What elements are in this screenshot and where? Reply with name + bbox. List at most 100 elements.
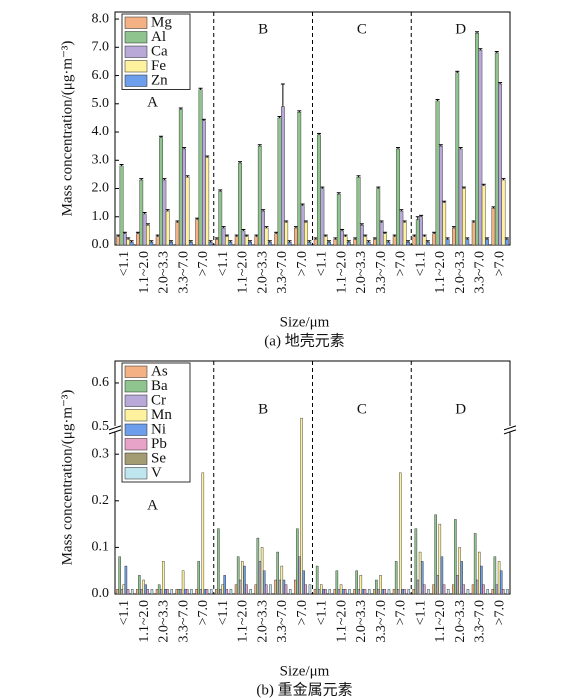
bar [361, 589, 365, 595]
bar [181, 570, 185, 595]
bar [341, 589, 345, 595]
bar [261, 210, 266, 246]
bar [264, 227, 269, 246]
x-tick-label: 3.3~7.0 [374, 600, 389, 643]
bar [439, 145, 443, 246]
x-tick-label: 2.0~3.3 [157, 600, 172, 643]
bar [165, 210, 170, 246]
x-tick-label: <1.1 [413, 600, 428, 625]
bar [473, 533, 477, 595]
group-label: D [455, 401, 466, 417]
bar [475, 579, 479, 595]
bar [256, 537, 260, 595]
x-tick-label: 3.3~7.0 [176, 251, 191, 294]
bar [432, 584, 435, 595]
y-tick-label: 7.0 [92, 40, 110, 55]
x-tick-label: 1.1~2.0 [433, 600, 448, 643]
x-tick-label: >7.0 [196, 600, 211, 625]
bar [219, 589, 222, 595]
bar [367, 589, 371, 595]
bar [244, 236, 249, 246]
bar [126, 589, 130, 595]
bar [144, 584, 147, 595]
bar [296, 528, 299, 595]
bar [122, 233, 127, 246]
bar [155, 236, 160, 246]
group-label: B [258, 401, 268, 417]
y-tick-label: 0.0 [92, 586, 110, 601]
bar [116, 236, 121, 246]
bar [471, 222, 476, 246]
bar [343, 236, 348, 246]
bar [274, 579, 277, 595]
bar [124, 565, 128, 595]
bar [149, 241, 154, 246]
bar [258, 561, 262, 595]
y-axis-label: Mass concentration/(μg·m⁻³) [59, 41, 75, 217]
bar [466, 589, 470, 595]
bar [418, 551, 422, 595]
bar [359, 575, 363, 595]
y-tick-label: 5.0 [92, 96, 110, 111]
bar [497, 561, 501, 595]
bar [392, 236, 397, 246]
bar [396, 589, 400, 595]
legend-label: Ni [151, 422, 166, 438]
bar [304, 222, 308, 246]
bar [197, 561, 200, 595]
bar [175, 589, 179, 595]
y-tick-label: 0.3 [92, 446, 110, 461]
group-label: A [147, 497, 158, 513]
bar [248, 241, 252, 246]
bar [412, 236, 417, 246]
group-label: C [357, 401, 367, 417]
bar [221, 584, 224, 595]
bar [465, 239, 470, 246]
bar [190, 589, 193, 595]
legend-label: Ba [151, 378, 168, 394]
x-tick-label: 3.3~7.0 [275, 251, 290, 294]
bar [348, 589, 351, 595]
x-tick-label: >7.0 [295, 251, 310, 276]
bar [142, 579, 145, 595]
bar [265, 584, 268, 595]
bar [402, 222, 407, 246]
group-label: A [147, 94, 158, 110]
bar [376, 188, 381, 246]
bar [300, 205, 305, 246]
y-tick-label: 6.0 [92, 68, 110, 83]
bar [225, 589, 229, 595]
x-axis-label: Size/μm [280, 663, 330, 679]
x-tick-label: <1.1 [216, 251, 231, 276]
bar [482, 584, 485, 595]
legend-swatch [124, 467, 148, 480]
axis-break [503, 425, 517, 431]
bar [335, 570, 339, 595]
x-tick-label: 1.1~2.0 [334, 600, 349, 643]
bar [288, 589, 292, 595]
legend-label: Ca [151, 44, 168, 60]
bar [313, 239, 318, 246]
x-tick-label: 2.0~3.3 [354, 251, 369, 294]
bar [221, 227, 226, 246]
x-tick-label: >7.0 [196, 251, 211, 276]
bar [205, 157, 210, 246]
bar [415, 219, 420, 246]
bar [320, 584, 323, 595]
bar [236, 556, 240, 595]
x-tick-label: 1.1~2.0 [334, 251, 349, 294]
bar [471, 584, 475, 595]
y-tick-label: 0.0 [92, 237, 110, 252]
bar [407, 589, 410, 595]
y-tick-label: 0.1 [92, 540, 110, 555]
bar [178, 109, 183, 246]
bar [399, 472, 402, 595]
bar [188, 241, 193, 246]
bar [357, 589, 360, 595]
bar [502, 589, 505, 595]
bar [234, 236, 239, 246]
bar [399, 210, 404, 246]
legend-label: Al [151, 29, 166, 45]
x-tick-label: 2.0~3.3 [255, 251, 270, 294]
bar [420, 561, 424, 595]
